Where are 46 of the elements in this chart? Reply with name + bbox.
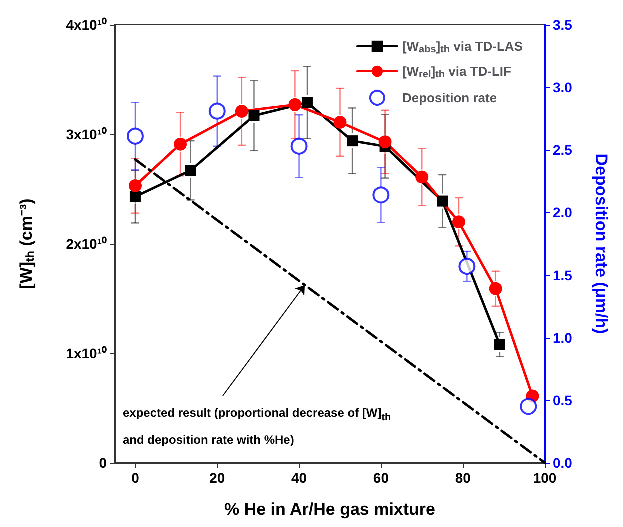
x-tick-label: 20 — [210, 470, 226, 486]
point — [347, 136, 358, 147]
point — [185, 165, 196, 176]
text: expected result (proportional decrease of [W]$_{th}$ and deposition rate with %He) — [123, 406, 392, 448]
point — [126, 128, 144, 145]
x-tick-label: 100 — [533, 470, 557, 486]
point — [248, 110, 260, 122]
x-tick-label: 0 — [132, 470, 140, 486]
y-tick-label: 1x10¹⁰ — [66, 346, 107, 362]
x-axis-title: % He in Ar/He gas mixture — [224, 500, 436, 519]
point — [235, 105, 248, 118]
point — [452, 216, 466, 229]
point — [208, 102, 226, 120]
y2-tick-label: 1.5 — [553, 267, 573, 284]
y2-tick-label: 0.5 — [553, 392, 573, 408]
y2-tick-label: 1.0 — [553, 330, 573, 346]
y-tick-label: 0 — [99, 455, 108, 471]
y2-tick-label: 2.5 — [553, 142, 573, 158]
y2-tick-label: 2.0 — [553, 204, 573, 221]
legend-label: Deposition rate — [402, 90, 498, 106]
point — [372, 186, 390, 204]
y2-tick-label: 3.0 — [553, 80, 573, 96]
point — [290, 138, 308, 155]
y-tick-label: 3x10¹⁰ — [66, 126, 107, 142]
point — [130, 191, 141, 202]
x-tick-label: 40 — [291, 470, 308, 486]
point — [378, 136, 392, 149]
y-axis-title: [W]ₜₕ (cm⁻³) — [17, 198, 36, 290]
point — [458, 258, 476, 276]
y2-axis-title: Deposition rate (μm/h) — [592, 154, 611, 334]
y2-tick-label: 0.0 — [553, 455, 573, 471]
point — [520, 398, 538, 416]
point — [302, 97, 313, 108]
point — [494, 339, 506, 350]
point — [416, 170, 429, 184]
point — [288, 98, 302, 112]
point — [174, 138, 188, 151]
point — [334, 116, 347, 129]
point — [128, 179, 142, 192]
y-tick-label: 4x10¹⁰ — [66, 17, 107, 33]
x-tick-label: 80 — [455, 470, 472, 486]
point — [489, 282, 502, 296]
x-tick-label: 60 — [373, 470, 390, 486]
y2-tick-label: 3.5 — [553, 17, 573, 33]
point — [437, 196, 448, 207]
y-tick-label: 2x10¹⁰ — [66, 236, 107, 252]
